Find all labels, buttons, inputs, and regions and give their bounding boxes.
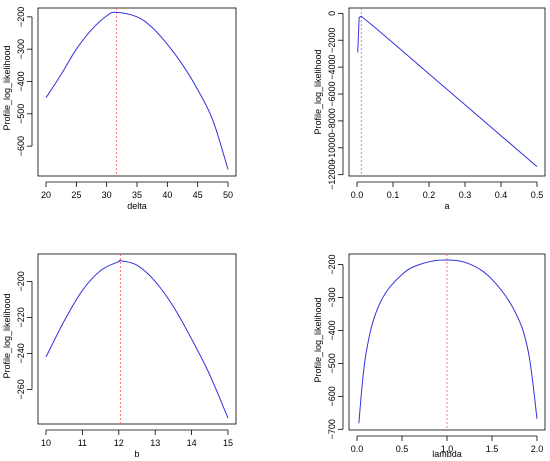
x-tick-label: 0.4 [495, 190, 508, 200]
y-axis-label: Profile_log_likelihood [2, 293, 12, 378]
y-tick-label: −10000 [327, 133, 337, 163]
x-tick-label: 50 [223, 190, 233, 200]
y-tick-label: −700 [327, 419, 337, 439]
y-tick-label: −200 [16, 271, 26, 291]
x-tick-label: 0.2 [423, 190, 436, 200]
x-tick-label: 0.5 [531, 190, 544, 200]
y-tick-label: −300 [16, 39, 26, 59]
x-axis-label: a [444, 201, 449, 211]
x-tick-label: 0.5 [396, 444, 409, 454]
y-tick-label: −260 [16, 379, 26, 399]
x-tick-label: 35 [132, 190, 142, 200]
x-tick-label: 40 [162, 190, 172, 200]
chart-panel-1: 20 25 30 35 40 45 50 −200 −300 −400 −500 −600 delta P… [2, 7, 237, 211]
plot-frame [37, 7, 237, 177]
y-tick-label: −8000 [327, 108, 337, 133]
y-axis-label: Profile_log_likelihood [313, 297, 323, 382]
y-tick-label: −600 [327, 386, 337, 406]
y-tick-label: −2000 [327, 28, 337, 53]
x-tick-label: 0.0 [351, 190, 364, 200]
y-axis-label: Profile_log_likelihood [2, 45, 12, 130]
x-axis-label: b [134, 449, 139, 459]
y-tick-label: −400 [16, 71, 26, 91]
y-tick-label: −200 [16, 7, 26, 27]
x-axis-label: lambda [432, 449, 462, 459]
y-tick-label: −300 [327, 287, 337, 307]
x-tick-label: 0.3 [459, 190, 472, 200]
profile-likelihood-curve [358, 259, 538, 424]
y-tick-label: −6000 [327, 81, 337, 106]
x-tick-label: 0.0 [351, 444, 364, 454]
y-tick-label: −400 [327, 320, 337, 340]
x-tick-label: 11 [78, 438, 87, 448]
chart-panel-3: 10 11 12 13 14 15 −200 −220 −240 −260 b Profile_log… [2, 253, 237, 459]
chart-panel-2: 0.0 0.1 0.2 0.3 0.4 0.50−2000−4000−6000−8000−… [313, 7, 546, 211]
x-tick-label: 1.5 [486, 444, 499, 454]
plot-frame [348, 7, 546, 177]
profile-likelihood-curve [45, 259, 229, 419]
x-tick-label: 14 [187, 438, 197, 448]
y-tick-label: −4000 [327, 54, 337, 79]
x-tick-label: 13 [150, 438, 160, 448]
x-tick-label: 12 [114, 438, 124, 448]
y-tick-label: −500 [16, 104, 26, 124]
plot-frame [37, 253, 237, 425]
y-tick-label: −500 [327, 353, 337, 373]
x-tick-label: 15 [223, 438, 233, 448]
y-tick-label: −12000 [327, 160, 337, 190]
x-tick-label: 25 [71, 190, 81, 200]
x-tick-label: 2.0 [531, 444, 544, 454]
profile-likelihood-curve [357, 15, 538, 167]
x-tick-label: 10 [41, 438, 51, 448]
profile-likelihood-curve [45, 11, 229, 170]
x-tick-label: 0.1 [387, 190, 400, 200]
y-tick-label: −200 [327, 254, 337, 274]
x-tick-label: 20 [41, 190, 51, 200]
y-tick-label: −600 [16, 136, 26, 156]
y-tick-label: 0 [327, 11, 337, 16]
y-tick-label: −220 [16, 307, 26, 327]
y-axis-label: Profile_log_likelihood [313, 49, 323, 134]
x-tick-label: 45 [193, 190, 203, 200]
x-tick-label: 30 [102, 190, 112, 200]
chart-panel-4: 0.0 0.5 1.0 1.5 2.0 −200 −300 −400 −500 −600 −700 l… [313, 253, 546, 459]
x-tick-label: 1.0 [441, 444, 454, 454]
y-tick-label: −240 [16, 343, 26, 363]
x-axis-label: delta [127, 201, 147, 211]
